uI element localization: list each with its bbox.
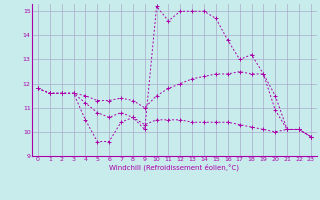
X-axis label: Windchill (Refroidissement éolien,°C): Windchill (Refroidissement éolien,°C) [109,164,239,171]
